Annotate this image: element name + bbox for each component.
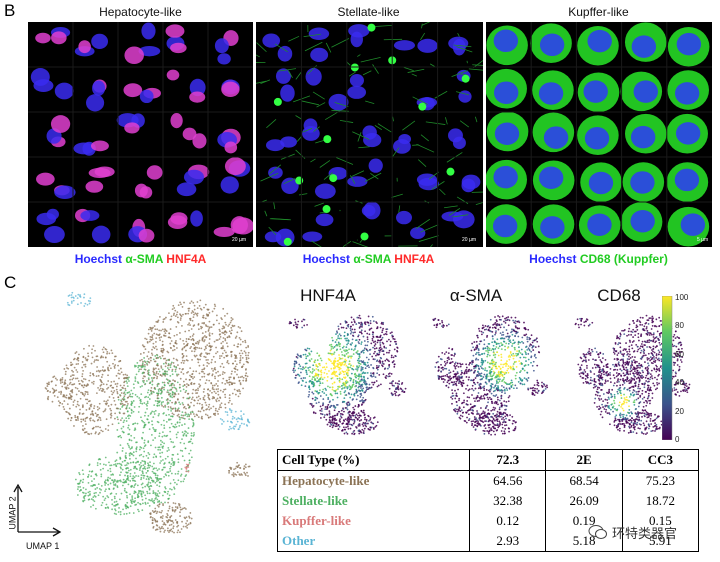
column-title-stellate: Stellate-like: [337, 5, 400, 19]
colorbar-tick-0: 0: [675, 435, 680, 444]
scale-bar-hepatocyte: 20 µm: [232, 237, 246, 243]
table-header-cc3: CC3: [621, 449, 699, 471]
marker-title-cd68: CD68: [597, 286, 641, 305]
feature-plot-asma: [432, 315, 549, 436]
marker-title-asma: α-SMA: [449, 286, 503, 305]
colorbar: [662, 296, 673, 440]
stain-label: Hoechst: [529, 252, 577, 266]
stain-legend-stellate: Hoechst α-SMA HNF4A: [256, 252, 481, 266]
column-title-hepatocyte: Hepatocyte-like: [99, 5, 182, 19]
colorbar-tick-60: 60: [675, 350, 684, 359]
table-cell-type: Hepatocyte-like: [282, 473, 370, 488]
micrograph-stellate-grid: [256, 22, 483, 247]
table-row: Kupffer-like 0.12 0.19 0.15: [278, 511, 699, 531]
micrograph-hepatocyte: [28, 22, 253, 247]
table-cell-value: 75.23: [621, 470, 699, 491]
stain-legend-kupffer: Hoechst CD68 (Kuppfer): [486, 252, 711, 266]
table-cell-value: 18.72: [621, 491, 699, 511]
micrograph-stellate: [256, 22, 483, 247]
table-header-2e: 2E: [545, 449, 623, 471]
stain-label: HNF4A: [162, 252, 207, 266]
colorbar-tick-20: 20: [675, 407, 684, 416]
stain-label: α-SMA: [350, 252, 391, 266]
panel-b-label: B: [4, 1, 16, 20]
watermark-text: 环特类器官: [612, 527, 678, 542]
table-row: Other 2.93 5.18 5.91: [277, 531, 699, 552]
table-cell-value: 2.93: [469, 531, 546, 552]
marker-title-hnf4a: HNF4A: [300, 286, 356, 305]
table-cell-value: 5.91: [621, 531, 699, 552]
panel-c-label: C: [4, 273, 17, 292]
cell-type-table: Cell Type (%) 72.3 2E CC3 Hepatocyte-lik…: [277, 449, 699, 552]
stain-label: CD68 (Kuppfer): [576, 252, 668, 266]
table-row: Stellate-like 32.38 26.09 18.72: [278, 491, 699, 511]
wechat-icon: [588, 525, 607, 539]
table-cell-value: 0.12: [469, 511, 546, 531]
umap-axis-x-label: UMAP 1: [26, 541, 60, 551]
scale-bar-kupffer: 5 µm: [697, 237, 709, 243]
colorbar-tick-100: 100: [675, 293, 689, 302]
stain-legend-hepatocyte: Hoechst α-SMA HNF4A: [28, 252, 253, 266]
umap-cluster-plot: [44, 291, 251, 534]
micrograph-kupffer: [486, 22, 712, 247]
table-cell-type: Other: [277, 531, 470, 552]
feature-plot-hnf4a: [288, 314, 407, 436]
table-header-72-3: 72.3: [469, 449, 546, 471]
table-header-row: Cell Type (%) 72.3 2E CC3: [277, 449, 699, 471]
feature-plot-cd68: [574, 314, 691, 435]
table-cell-value: 0.19: [545, 511, 623, 531]
table-row: Hepatocyte-like 64.56 68.54 75.23: [278, 470, 699, 491]
table-cell-value: 68.54: [545, 470, 623, 491]
scale-bar-stellate: 20 µm: [462, 237, 476, 243]
table-header-cell-type: Cell Type (%): [277, 449, 470, 471]
colorbar-tick-40: 40: [675, 378, 684, 387]
stain-label: α-SMA: [122, 252, 163, 266]
stain-label: Hoechst: [74, 252, 123, 266]
column-title-kupffer: Kupffer-like: [568, 5, 629, 19]
table-cell-type: Kupffer-like: [282, 513, 351, 528]
umap-axes-arrows: [13, 483, 62, 537]
table-cell-value: 32.38: [469, 491, 546, 511]
table-cell-value: 64.56: [469, 470, 546, 491]
table-cell-value: 5.18: [545, 531, 623, 552]
colorbar-tick-80: 80: [675, 321, 684, 330]
table-cell-type: Stellate-like: [282, 493, 348, 508]
stain-label: Hoechst: [302, 252, 351, 266]
table-cell-value: 26.09: [545, 491, 623, 511]
micrograph-kupffer-grid: [486, 22, 712, 247]
stain-label: HNF4A: [390, 252, 435, 266]
micrograph-hepatocyte-grid: [28, 22, 253, 247]
table-cell-value: 0.15: [621, 511, 699, 531]
